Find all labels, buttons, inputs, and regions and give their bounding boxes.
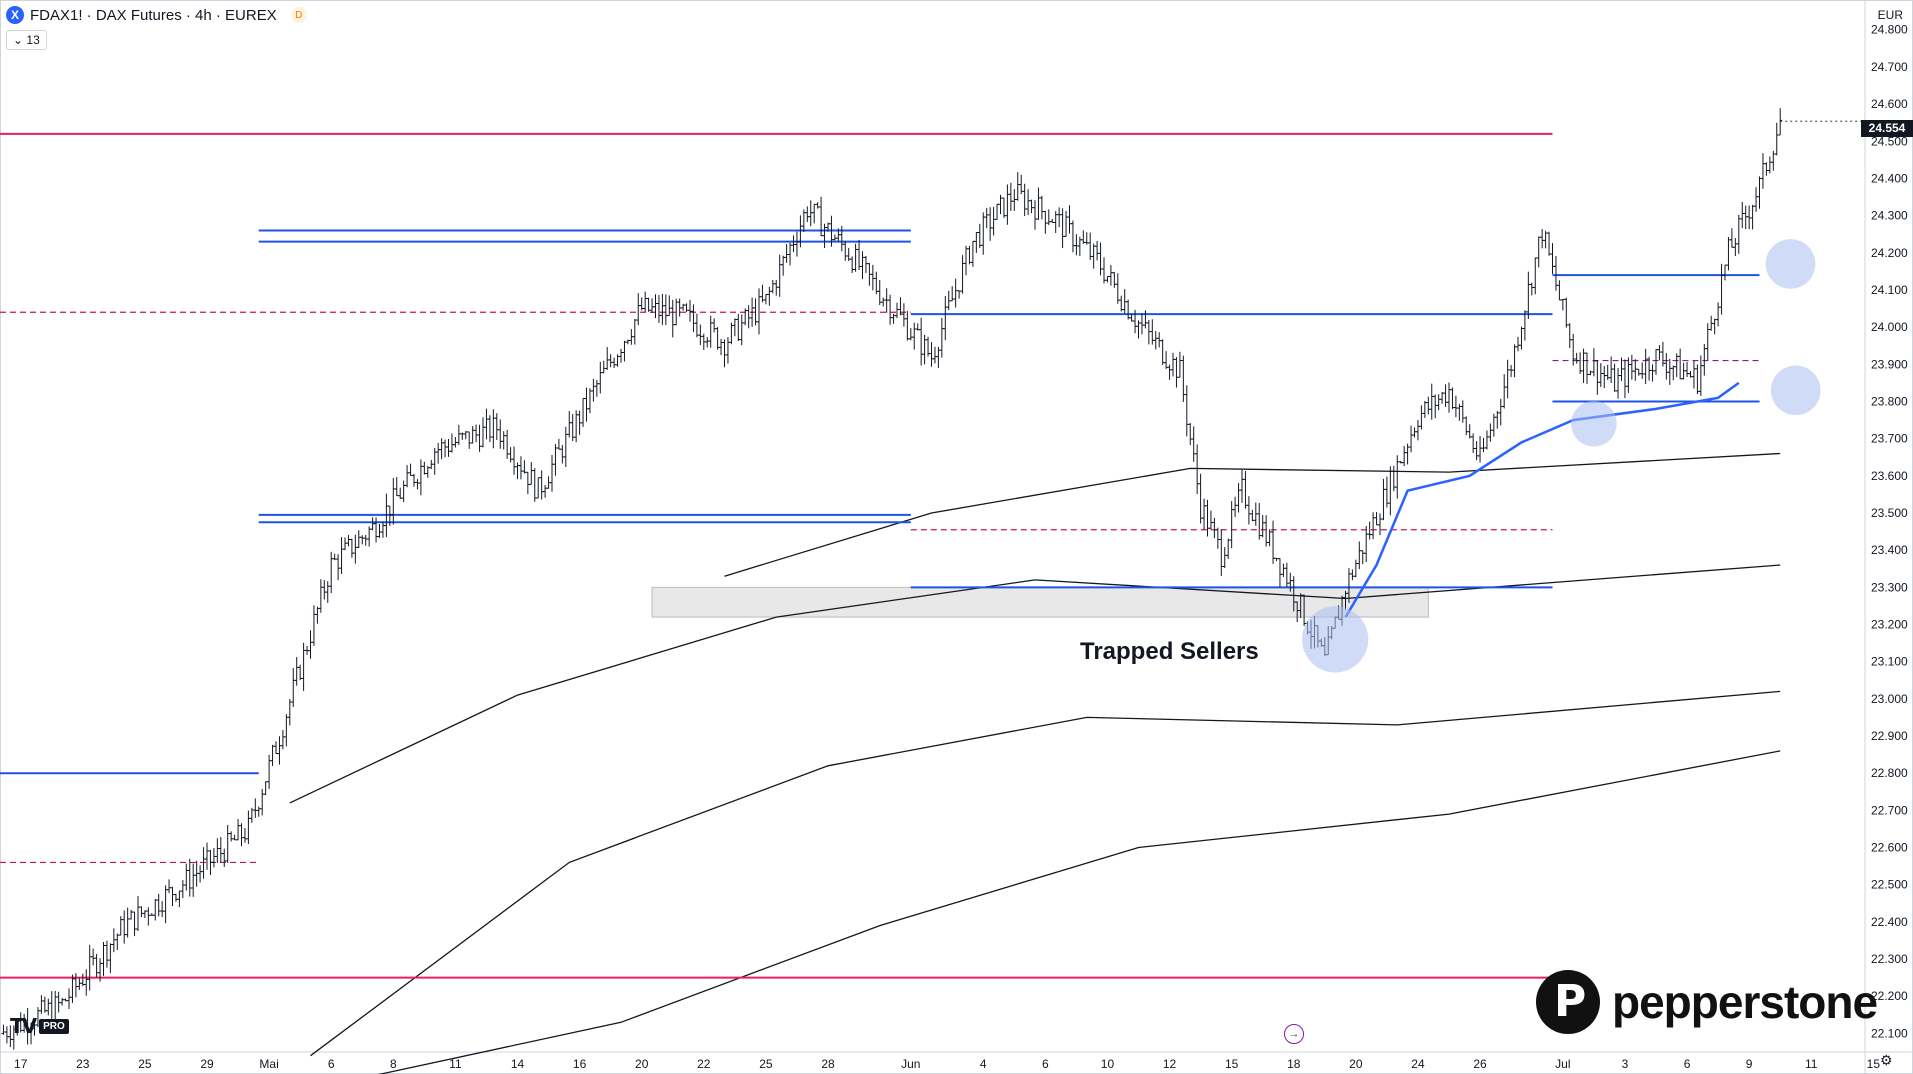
tradingview-icon: TV	[10, 1014, 37, 1038]
trapped-sellers-annotation: Trapped Sellers	[1080, 638, 1259, 665]
y-tick-label: 22.500	[1871, 878, 1908, 892]
x-tick-label: Jul	[1555, 1057, 1570, 1071]
y-tick-label: 22.700	[1871, 803, 1908, 817]
pepperstone-icon	[1536, 970, 1600, 1034]
x-tick-label: 15	[1225, 1057, 1239, 1071]
y-tick-label: 23.900	[1871, 357, 1908, 371]
x-tick-label: 6	[328, 1057, 335, 1071]
symbol-header[interactable]: X FDAX1! · DAX Futures · 4h · EUREX D	[6, 6, 307, 24]
y-tick-label: 22.400	[1871, 915, 1908, 929]
y-tick-label: 22.600	[1871, 841, 1908, 855]
x-tick-label: 20	[1349, 1057, 1363, 1071]
x-tick-label: 17	[14, 1057, 28, 1071]
x-tick-label: 6	[1684, 1057, 1691, 1071]
pepperstone-logo: pepperstone	[1536, 970, 1878, 1034]
y-tick-label: 22.300	[1871, 952, 1908, 966]
x-tick-label: Mai	[259, 1057, 278, 1071]
x-tick-label: 16	[573, 1057, 587, 1071]
x-tick-label: 9	[1746, 1057, 1753, 1071]
x-tick-label: 11	[449, 1057, 462, 1071]
ema-1-line	[724, 452, 1781, 577]
y-tick-label: 24.300	[1871, 209, 1908, 223]
x-tick-label: 6	[1042, 1057, 1049, 1071]
y-tick-label: 24.100	[1871, 283, 1908, 297]
x-tick-label: Jun	[901, 1057, 920, 1071]
x-tick-label: 29	[200, 1057, 214, 1071]
y-tick-label: 23.700	[1871, 432, 1908, 446]
y-tick-label: 22.800	[1871, 766, 1908, 780]
x-tick-label: 25	[138, 1057, 152, 1071]
x-tick-label: 15	[1867, 1057, 1881, 1071]
tradingview-logo[interactable]: TV PRO	[10, 1014, 69, 1038]
currency-label[interactable]: EUR	[1877, 8, 1903, 22]
x-tick-label: 24	[1411, 1057, 1425, 1071]
anchored-vwap-line	[1344, 381, 1740, 618]
last-price-tag: 24.554	[1861, 120, 1913, 137]
x-tick-label: 10	[1101, 1057, 1115, 1071]
x-tick-label: 23	[76, 1057, 90, 1071]
trapped-circle	[1302, 606, 1369, 673]
x-tick-label: 28	[821, 1057, 835, 1071]
x-tick-label: 22	[697, 1057, 711, 1071]
y-tick-label: 24.500	[1871, 134, 1908, 148]
x-tick-label: 18	[1287, 1057, 1301, 1071]
x-tick-label: 20	[635, 1057, 649, 1071]
y-tick-label: 23.500	[1871, 506, 1908, 520]
indicator-toggle-button[interactable]: ⌄ 13	[6, 30, 47, 50]
upper-right-circle	[1765, 239, 1816, 289]
lower-right-circle	[1770, 365, 1821, 416]
delayed-badge: D	[290, 7, 307, 23]
x-tick-label: 26	[1473, 1057, 1487, 1071]
x-tick-label: 14	[511, 1057, 525, 1071]
exchange-icon: X	[6, 6, 24, 24]
y-tick-label: 24.800	[1871, 23, 1908, 37]
y-tick-label: 23.100	[1871, 655, 1908, 669]
y-tick-label: 23.800	[1871, 394, 1908, 408]
y-tick-label: 24.000	[1871, 320, 1908, 334]
ema-3-line	[310, 690, 1781, 1057]
y-tick-label: 22.900	[1871, 729, 1908, 743]
brand-name: pepperstone	[1612, 976, 1878, 1028]
symbol-title[interactable]: FDAX1! · DAX Futures · 4h · EUREX	[30, 6, 277, 24]
x-tick-label: 25	[759, 1057, 773, 1071]
y-tick-label: 23.300	[1871, 580, 1908, 594]
go-to-realtime-icon[interactable]: →	[1284, 1024, 1304, 1044]
x-tick-label: 12	[1163, 1057, 1177, 1071]
y-tick-label: 22.200	[1871, 989, 1908, 1003]
y-tick-label: 22.100	[1871, 1026, 1908, 1040]
x-tick-label: 8	[390, 1057, 397, 1071]
y-tick-label: 24.400	[1871, 171, 1908, 185]
demand-zone	[651, 586, 1429, 618]
ema-2-line	[289, 564, 1781, 804]
reclaim-circle	[1571, 401, 1617, 447]
ema-4-line	[377, 750, 1781, 1074]
y-tick-label: 24.600	[1871, 97, 1908, 111]
y-tick-label: 23.400	[1871, 543, 1908, 557]
y-tick-label: 24.200	[1871, 246, 1908, 260]
pro-badge: PRO	[39, 1018, 69, 1034]
y-tick-label: 23.200	[1871, 618, 1908, 632]
x-tick-label: 11	[1805, 1057, 1818, 1071]
settings-gear-icon[interactable]: ⚙	[1880, 1052, 1893, 1068]
y-tick-label: 23.600	[1871, 469, 1908, 483]
x-tick-label: 3	[1622, 1057, 1629, 1071]
y-tick-label: 23.000	[1871, 692, 1908, 706]
y-tick-label: 24.700	[1871, 60, 1908, 74]
x-tick-label: 4	[980, 1057, 987, 1071]
